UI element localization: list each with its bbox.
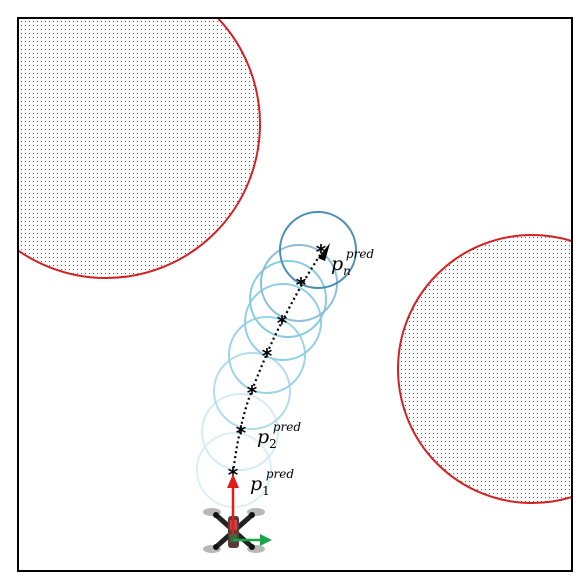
asterisk-marker-icon: * xyxy=(296,273,307,297)
safety-circle xyxy=(228,316,306,394)
label-p2: p2pred xyxy=(257,420,301,451)
asterisk-marker-icon: * xyxy=(277,311,288,335)
label-p1: p1pred xyxy=(250,467,294,498)
label-pn: pnpred xyxy=(331,247,374,278)
safety-circle-final xyxy=(279,211,357,289)
asterisk-marker-icon: * xyxy=(316,240,327,264)
predicted-trajectory xyxy=(231,251,323,474)
y-axis-arrowhead xyxy=(260,534,272,546)
safety-circle xyxy=(201,393,279,471)
obstacle-right xyxy=(397,234,572,504)
asterisk-marker-icon: * xyxy=(236,421,247,445)
asterisk-marker-icon: * xyxy=(262,344,273,368)
body-frame-axes xyxy=(227,474,272,546)
safety-circles xyxy=(196,211,357,508)
frame-border xyxy=(17,17,573,572)
safety-circle xyxy=(244,283,322,361)
x-axis-arrowhead xyxy=(227,474,239,488)
obstacles xyxy=(18,18,572,504)
obstacle-top-left xyxy=(18,18,261,279)
safety-circle xyxy=(249,260,327,338)
safety-circle xyxy=(213,352,291,430)
trajectory-arrowhead xyxy=(318,243,330,261)
asterisk-marker-icon: * xyxy=(247,381,258,405)
